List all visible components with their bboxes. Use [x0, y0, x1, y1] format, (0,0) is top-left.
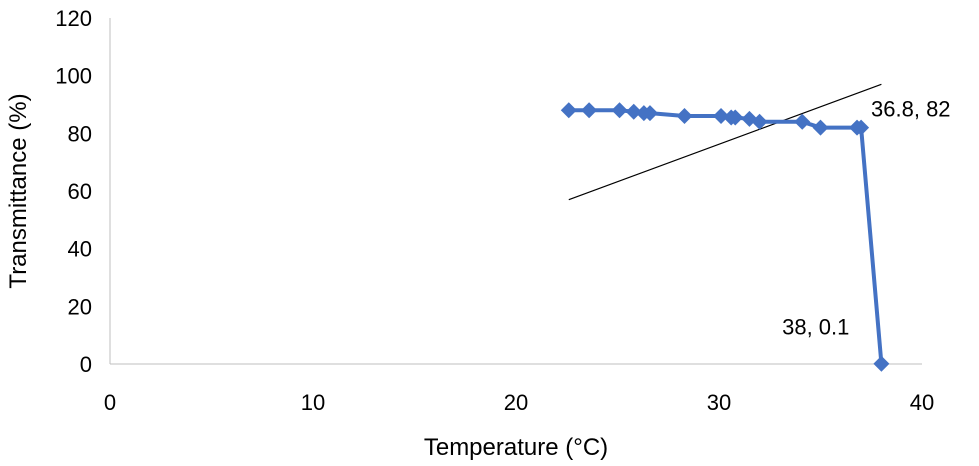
y-tick-label: 80: [68, 121, 92, 146]
y-tick-label: 120: [55, 6, 92, 31]
data-point-marker: [853, 119, 870, 136]
data-point-marker: [581, 102, 598, 119]
y-tick-labels: 0 20 40 60 80 100 120: [55, 6, 92, 377]
y-tick-label: 100: [55, 64, 92, 89]
data-point-marker: [641, 105, 658, 122]
data-point-marker: [727, 109, 744, 126]
data-point-marker: [812, 119, 829, 136]
axes: [109, 18, 922, 365]
y-tick-label: 20: [68, 294, 92, 319]
x-tick-label: 10: [301, 390, 325, 415]
data-point-marker: [751, 113, 768, 130]
data-point-marker: [873, 355, 890, 372]
data-point-marker: [560, 102, 577, 119]
series-markers: [560, 102, 890, 372]
y-axis-title: Transmittance (%): [5, 93, 32, 288]
y-tick-label: 0: [80, 352, 92, 377]
data-label-peak: 36.8, 82: [871, 97, 951, 122]
trendline: [568, 83, 882, 201]
data-label-drop: 38, 0.1: [782, 315, 849, 340]
y-tick-label: 60: [68, 179, 92, 204]
x-tick-label: 30: [707, 390, 731, 415]
x-tick-labels: 0 10 20 30 40: [104, 390, 934, 415]
x-tick-label: 20: [504, 390, 528, 415]
data-point-marker: [713, 108, 730, 125]
x-tick-label: 0: [104, 390, 116, 415]
y-tick-label: 40: [68, 237, 92, 262]
data-point-marker: [794, 113, 811, 130]
x-axis-title: Temperature (°C): [424, 434, 608, 461]
data-point-marker: [676, 108, 693, 125]
data-labels: 36.8, 82 38, 0.1: [782, 97, 950, 340]
data-point-marker: [611, 102, 628, 119]
data-point-marker: [625, 103, 642, 120]
x-tick-label: 40: [910, 390, 934, 415]
